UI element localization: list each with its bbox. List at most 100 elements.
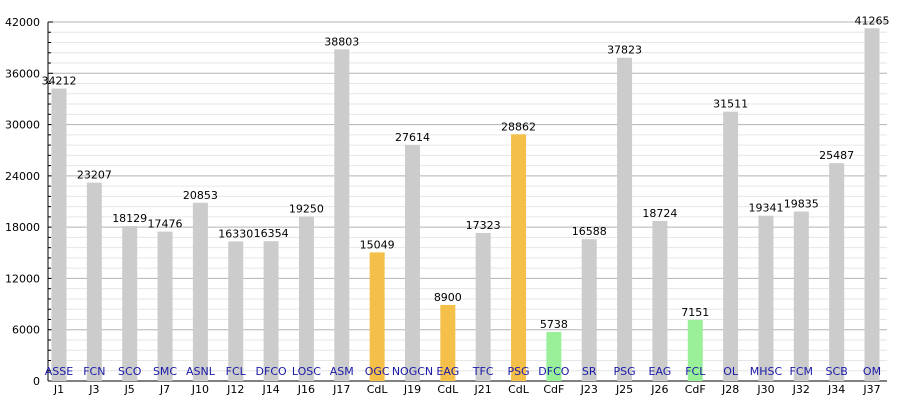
bar: [652, 220, 668, 381]
y-tick-label: 30000: [5, 119, 40, 132]
bar: [404, 144, 420, 381]
team-label: ASM: [330, 365, 354, 378]
bar: [511, 134, 527, 381]
y-tick-label: 6000: [12, 324, 40, 337]
bar: [192, 202, 208, 381]
team-label: FCN: [83, 365, 105, 378]
x-tick-label: J16: [297, 383, 315, 396]
value-label: 34212: [42, 75, 77, 88]
bar: [475, 232, 491, 381]
bar: [298, 216, 314, 381]
team-label: SCB: [826, 365, 848, 378]
bar: [546, 331, 562, 381]
team-label: SR: [582, 365, 597, 378]
bars: [51, 28, 880, 382]
bar: [793, 211, 809, 381]
x-tick-label: J12: [226, 383, 244, 396]
y-tick-label: 24000: [5, 170, 40, 183]
x-tick-label: J26: [650, 383, 668, 396]
x-tick-label: CdL: [508, 383, 530, 396]
x-tick-label: J7: [159, 383, 170, 396]
y-tick-label: 42000: [5, 16, 40, 29]
bar: [723, 111, 739, 381]
bar: [440, 304, 456, 381]
value-label: 7151: [681, 306, 709, 319]
x-tick-label: J37: [862, 383, 880, 396]
value-label: 27614: [395, 131, 430, 144]
team-label: DFCO: [256, 365, 287, 378]
value-label: 16354: [254, 227, 289, 240]
y-tick-label: 0: [33, 375, 40, 388]
value-label: 20853: [183, 189, 218, 202]
bar: [864, 28, 880, 381]
y-tick-label: 12000: [5, 272, 40, 285]
value-label: 15049: [360, 238, 395, 251]
value-label: 16330: [218, 227, 253, 240]
labels: 0 6000 12000 18000 24000 30000 36000 42000 34212…: [5, 14, 890, 396]
x-tick-label: CdL: [367, 383, 389, 396]
team-label: OGC: [365, 365, 390, 378]
bar: [228, 241, 244, 381]
team-label: LOSC: [292, 365, 321, 378]
bar: [51, 88, 67, 382]
x-tick-label: CdF: [685, 383, 706, 396]
bar: [829, 163, 845, 381]
value-label: 17476: [148, 218, 183, 231]
value-label: 8900: [434, 291, 462, 304]
x-tick-label: CdF: [543, 383, 564, 396]
team-label: SMC: [153, 365, 177, 378]
team-label: FCL: [685, 365, 706, 378]
value-label: 19835: [784, 197, 819, 210]
team-label: TFC: [472, 365, 494, 378]
x-tick-label: J10: [191, 383, 209, 396]
bar: [369, 252, 385, 381]
bar: [617, 57, 633, 382]
x-tick-label: J1: [53, 383, 64, 396]
team-label: PSG: [507, 365, 529, 378]
value-label: 19250: [289, 202, 324, 215]
x-tick-label: J30: [756, 383, 774, 396]
x-tick-label: J21: [474, 383, 492, 396]
x-tick-label: J3: [88, 383, 99, 396]
team-label: EAG: [649, 365, 672, 378]
x-tick-label: J34: [827, 383, 845, 396]
bar: [758, 215, 774, 381]
team-label: ASSE: [45, 365, 73, 378]
x-tick-label: J17: [332, 383, 350, 396]
value-label: 28862: [501, 120, 536, 133]
x-tick-label: J32: [792, 383, 810, 396]
value-label: 31511: [713, 98, 748, 111]
team-label: PSG: [613, 365, 635, 378]
bar: [687, 319, 703, 381]
team-label: EAG: [436, 365, 459, 378]
team-label: OL: [723, 365, 739, 378]
team-label: FCL: [226, 365, 247, 378]
x-tick-label: J5: [124, 383, 135, 396]
value-label: 5738: [540, 318, 568, 331]
x-tick-label: J14: [261, 383, 279, 396]
x-tick-label: CdL: [437, 383, 459, 396]
team-label: FCM: [790, 365, 814, 378]
bar: [122, 226, 138, 381]
bar: [581, 239, 597, 381]
value-label: 37823: [607, 44, 642, 57]
value-label: 18129: [112, 212, 147, 225]
team-label: DFCO: [538, 365, 569, 378]
y-tick-label: 18000: [5, 221, 40, 234]
team-label: ASNL: [186, 365, 216, 378]
team-label: SCO: [118, 365, 142, 378]
team-label: OM: [863, 365, 881, 378]
value-label: 38803: [324, 35, 359, 48]
bar: [86, 182, 102, 381]
value-label: 25487: [819, 149, 854, 162]
team-label: NOGCN: [392, 365, 433, 378]
value-label: 16588: [572, 225, 607, 238]
y-tick-label: 36000: [5, 67, 40, 80]
value-label: 17323: [466, 219, 501, 232]
bar: [157, 231, 173, 381]
bar: [334, 49, 350, 382]
x-tick-label: J19: [403, 383, 421, 396]
x-tick-label: J28: [721, 383, 739, 396]
x-tick-label: J23: [580, 383, 598, 396]
